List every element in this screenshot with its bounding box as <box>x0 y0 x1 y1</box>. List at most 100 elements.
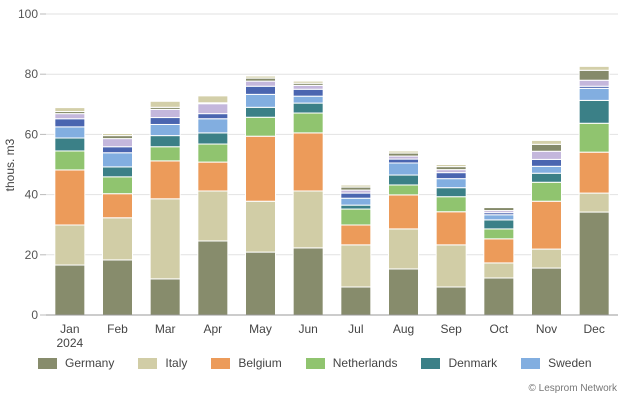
bar-segment-germany-nov[interactable] <box>531 267 562 316</box>
bar-segment-belgium-jun[interactable] <box>292 132 324 192</box>
bar-segment-sweden-feb[interactable] <box>102 152 133 168</box>
bar-segment-germany-oct[interactable] <box>483 277 515 316</box>
bar-segment-italy-oct[interactable] <box>483 262 515 279</box>
bar-segment-belgium-jan[interactable] <box>54 169 86 226</box>
legend-item-germany[interactable]: Germany <box>38 356 114 370</box>
bar-segment-series-7-sep[interactable] <box>435 172 467 180</box>
bar-segment-series-10-dec[interactable] <box>578 65 610 71</box>
bar-segment-denmark-feb[interactable] <box>102 166 133 178</box>
bar-segment-italy-feb[interactable] <box>102 217 133 261</box>
bar-segment-denmark-jan[interactable] <box>54 137 86 152</box>
bar-segment-denmark-aug[interactable] <box>388 174 419 186</box>
bar-segment-italy-apr[interactable] <box>197 190 229 242</box>
bar-segment-sweden-jun[interactable] <box>292 95 324 104</box>
bar-segment-netherlands-jan[interactable] <box>54 150 86 171</box>
bar-segment-germany-jun[interactable] <box>292 247 324 316</box>
bar-segment-sweden-dec[interactable] <box>578 87 610 101</box>
bar-segment-netherlands-jun[interactable] <box>292 112 324 134</box>
bar-segment-belgium-dec[interactable] <box>578 151 610 194</box>
bar-segment-series-7-mar[interactable] <box>149 117 181 125</box>
bar-segment-series-10-may[interactable] <box>245 75 276 79</box>
bar-segment-sweden-may[interactable] <box>245 93 276 108</box>
bar-segment-belgium-mar[interactable] <box>149 160 181 200</box>
bar-segment-belgium-sep[interactable] <box>435 211 467 246</box>
bar-segment-denmark-sep[interactable] <box>435 187 467 198</box>
bar-segment-series-8-nov[interactable] <box>531 150 562 160</box>
bar-segment-series-10-apr[interactable] <box>197 95 229 104</box>
bar-segment-series-10-sep[interactable] <box>435 164 467 168</box>
bar-segment-italy-nov[interactable] <box>531 248 562 269</box>
legend-item-denmark[interactable]: Denmark <box>421 356 497 370</box>
bar-segment-netherlands-feb[interactable] <box>102 176 133 195</box>
bar-segment-netherlands-sep[interactable] <box>435 196 467 213</box>
bar-segment-series-10-jan[interactable] <box>54 107 86 113</box>
bar-segment-germany-aug[interactable] <box>388 268 419 316</box>
bar-segment-netherlands-may[interactable] <box>245 116 276 137</box>
bar-segment-denmark-dec[interactable] <box>578 99 610 124</box>
bar-segment-netherlands-apr[interactable] <box>197 143 229 163</box>
bar-segment-series-8-jan[interactable] <box>54 113 86 120</box>
bar-segment-series-7-aug[interactable] <box>388 158 419 164</box>
bar-segment-germany-apr[interactable] <box>197 240 229 316</box>
bar-segment-series-7-jul[interactable] <box>340 192 372 199</box>
bar-segment-italy-jan[interactable] <box>54 224 86 266</box>
legend-item-sweden[interactable]: Sweden <box>521 356 592 370</box>
bar-segment-netherlands-oct[interactable] <box>483 228 515 240</box>
bar-segment-italy-may[interactable] <box>245 200 276 253</box>
legend-item-belgium[interactable]: Belgium <box>211 356 282 370</box>
bar-segment-series-9-nov[interactable] <box>531 143 562 152</box>
bar-segment-series-10-feb[interactable] <box>102 132 133 137</box>
bar-segment-italy-aug[interactable] <box>388 228 419 270</box>
bar-segment-italy-mar[interactable] <box>149 198 181 280</box>
bar-segment-germany-feb[interactable] <box>102 259 133 316</box>
bar-segment-series-7-feb[interactable] <box>102 146 133 154</box>
bar-segment-italy-jul[interactable] <box>340 244 372 288</box>
bar-segment-belgium-apr[interactable] <box>197 161 229 192</box>
bar-segment-denmark-jul[interactable] <box>340 204 372 210</box>
bar-segment-germany-mar[interactable] <box>149 278 181 316</box>
bar-segment-netherlands-aug[interactable] <box>388 184 419 196</box>
bar-segment-belgium-jul[interactable] <box>340 224 372 246</box>
bar-segment-germany-may[interactable] <box>245 251 276 316</box>
bar-segment-denmark-jun[interactable] <box>292 102 324 114</box>
bar-segment-netherlands-dec[interactable] <box>578 122 610 153</box>
bar-segment-series-7-jan[interactable] <box>54 118 86 128</box>
bar-segment-series-7-nov[interactable] <box>531 158 562 167</box>
bar-segment-sweden-oct[interactable] <box>483 214 515 221</box>
legend-item-italy[interactable]: Italy <box>138 356 187 370</box>
bar-segment-series-10-aug[interactable] <box>388 150 419 154</box>
bar-segment-series-7-may[interactable] <box>245 85 276 95</box>
bar-segment-belgium-oct[interactable] <box>483 238 515 264</box>
bar-segment-belgium-nov[interactable] <box>531 200 562 250</box>
bar-segment-sweden-aug[interactable] <box>388 162 419 176</box>
bar-segment-sweden-apr[interactable] <box>197 118 229 134</box>
bar-segment-series-7-jun[interactable] <box>292 88 324 97</box>
bar-segment-germany-jan[interactable] <box>54 264 86 316</box>
bar-segment-belgium-aug[interactable] <box>388 194 419 230</box>
bar-segment-series-10-jun[interactable] <box>292 80 324 84</box>
bar-segment-sweden-jul[interactable] <box>340 197 372 206</box>
bar-segment-series-7-apr[interactable] <box>197 113 229 120</box>
bar-segment-series-8-feb[interactable] <box>102 138 133 148</box>
bar-segment-denmark-may[interactable] <box>245 106 276 118</box>
bar-segment-series-9-dec[interactable] <box>578 69 610 81</box>
bar-segment-sweden-sep[interactable] <box>435 178 467 189</box>
bar-segment-series-8-apr[interactable] <box>197 103 229 115</box>
bar-segment-series-10-oct[interactable] <box>483 206 515 209</box>
bar-segment-italy-jun[interactable] <box>292 190 324 249</box>
bar-segment-series-8-mar[interactable] <box>149 108 181 119</box>
bar-segment-netherlands-mar[interactable] <box>149 146 181 162</box>
bar-segment-belgium-may[interactable] <box>245 135 276 202</box>
legend-item-netherlands[interactable]: Netherlands <box>305 356 397 370</box>
bar-segment-series-8-jun[interactable] <box>292 84 324 90</box>
bar-segment-italy-dec[interactable] <box>578 192 610 213</box>
bar-segment-belgium-feb[interactable] <box>102 193 133 219</box>
bar-segment-series-10-jul[interactable] <box>340 184 372 188</box>
bar-segment-sweden-mar[interactable] <box>149 123 181 137</box>
bar-segment-series-10-nov[interactable] <box>531 139 562 145</box>
bar-segment-germany-dec[interactable] <box>578 211 610 316</box>
bar-segment-series-10-mar[interactable] <box>149 100 181 108</box>
bar-segment-germany-sep[interactable] <box>435 286 467 316</box>
bar-segment-denmark-apr[interactable] <box>197 132 229 145</box>
bar-segment-germany-jul[interactable] <box>340 286 372 316</box>
